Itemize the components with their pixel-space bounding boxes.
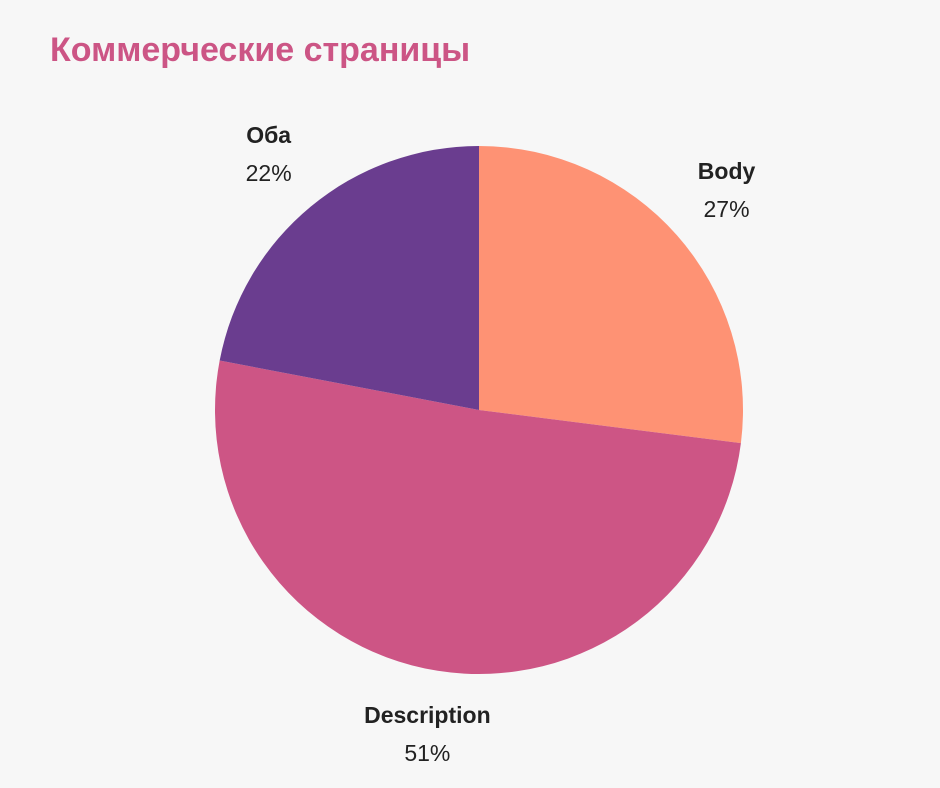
pie-slice	[479, 146, 743, 444]
chart-title: Коммерческие страницы	[50, 31, 470, 69]
slice-label: Body	[698, 158, 756, 184]
slice-label: Description	[364, 702, 491, 728]
slice-value-label: 22%	[246, 160, 292, 186]
slice-value-label: 51%	[404, 740, 450, 766]
slice-value-label: 27%	[704, 196, 750, 222]
pie-slice	[219, 146, 480, 410]
slice-label: Оба	[246, 122, 291, 148]
pie-slice	[215, 360, 741, 674]
